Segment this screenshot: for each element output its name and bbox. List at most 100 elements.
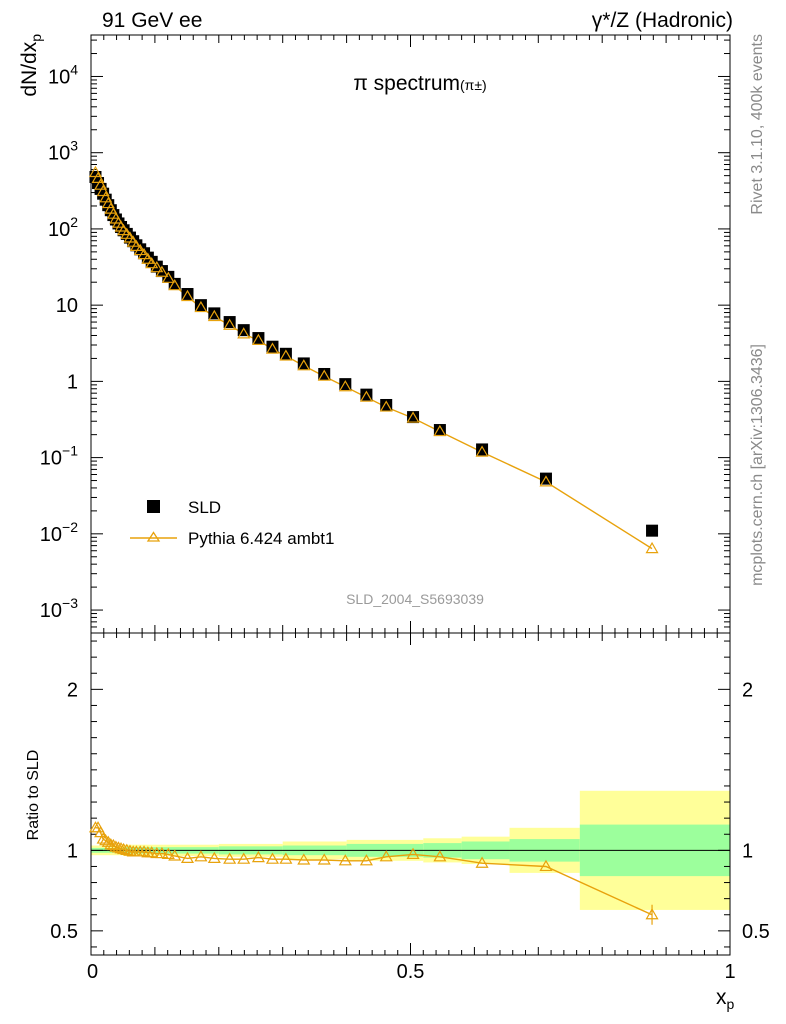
main-ytick-label: 10 <box>56 295 78 317</box>
mc-point <box>194 300 208 313</box>
main-ytick-label: 10−3 <box>40 595 78 622</box>
mc-point <box>359 390 373 402</box>
mc-point <box>161 271 175 283</box>
data-point <box>380 398 393 411</box>
ratio-mc-point <box>117 842 131 855</box>
mc-point <box>297 359 311 371</box>
data-point <box>646 524 659 537</box>
mc-point <box>94 178 108 190</box>
header-left: 91 GeV ee <box>102 9 202 32</box>
ratio-mc-point <box>379 850 393 862</box>
chart-title: π spectrum(π±) <box>353 72 486 95</box>
ratio-ytick-label-right: 2 <box>742 679 753 701</box>
ratio-mc-point <box>155 846 169 859</box>
main-ytick-label: 103 <box>48 138 78 165</box>
main-ytick-label-base: 10 <box>48 66 70 88</box>
ratio-mc-point <box>251 850 265 863</box>
ratio-xlabel-text: x <box>716 986 727 1009</box>
ratio-ytick-label: 0.5 <box>50 921 78 943</box>
main-ylabel-text: dN/dx <box>18 41 41 96</box>
ratio-ytick-label-right: 0.5 <box>742 921 770 943</box>
mc-point <box>317 369 331 381</box>
ratio-mc-point <box>194 850 208 862</box>
mc-point <box>145 256 159 269</box>
chart-title-suffix: (π±) <box>460 77 487 93</box>
ratio-xtick-label: 0 <box>87 961 98 983</box>
main-frame <box>90 34 731 634</box>
mc-line <box>94 172 653 550</box>
ratio-mc-point <box>120 843 134 855</box>
ratio-mc-point <box>338 854 352 866</box>
main-ytick-label-base: 10 <box>40 600 62 622</box>
ratio-mc-point <box>297 853 311 865</box>
legend-label-data: SLD <box>188 498 221 517</box>
ratio-ytick-label-right: 1 <box>742 840 753 862</box>
ratio-series <box>88 821 659 925</box>
ratio-mc-point <box>99 833 113 846</box>
ratio-mc-point <box>433 850 447 862</box>
main-ytick-label-base: 10 <box>40 524 62 546</box>
mc-point <box>338 380 352 392</box>
ratio-mc-point <box>223 852 237 864</box>
ratio-mc-point <box>645 908 659 920</box>
ratio-mc-point <box>114 842 128 854</box>
main-ytick-label-exp: 3 <box>70 138 78 154</box>
ratio-xlabel-sub: p <box>727 996 735 1012</box>
ratio-xtick-label: 0.5 <box>397 961 425 983</box>
mc-point <box>96 184 110 197</box>
mc-point <box>645 541 659 554</box>
ratio-axes: 0 0.5 1 0.5 0.5 1 1 2 2 <box>50 633 770 983</box>
ratio-mc-point <box>237 852 251 864</box>
legend: SLD Pythia 6.424 ambt1 <box>130 498 334 548</box>
rivet-version-label: Rivet 3.1.10, 400k events <box>749 34 766 215</box>
main-ytick-label-exp: −2 <box>62 519 78 535</box>
ratio-ytick-label: 1 <box>67 840 78 862</box>
analysis-watermark: SLD_2004_S5693039 <box>346 591 484 607</box>
main-ytick-label: 1 <box>67 371 78 393</box>
mc-point <box>251 333 265 345</box>
ratio-mc-point <box>279 852 293 864</box>
mc-point <box>433 424 447 437</box>
legend-marker-mc <box>146 531 161 542</box>
mc-point <box>155 265 169 277</box>
ratio-mc-point <box>123 844 137 856</box>
mcplots-label: mcplots.cern.ch [arXiv:1306.3436] <box>749 344 766 586</box>
ratio-mc-point <box>161 847 175 859</box>
main-ytick-label: 10−2 <box>40 519 78 546</box>
mc-point <box>223 318 237 330</box>
ratio-mc-point <box>94 825 108 838</box>
ratio-mc-point <box>137 845 151 857</box>
legend-marker-data <box>147 500 160 513</box>
mc-point <box>129 239 143 251</box>
ratio-mc-point <box>106 838 120 851</box>
ratio-mc-point <box>359 854 373 866</box>
mc-point <box>141 252 155 264</box>
ratio-mc-point <box>207 851 221 863</box>
header-right: γ*/Z (Hadronic) <box>592 9 733 32</box>
ratio-mc-point <box>265 852 280 864</box>
mc-point <box>379 400 393 412</box>
main-ytick-label: 102 <box>48 214 78 241</box>
ratio-mc-point <box>406 847 420 859</box>
mc-point <box>237 327 251 339</box>
ratio-mc-point <box>96 832 110 844</box>
ratio-ylabel: Ratio to SLD <box>25 750 42 841</box>
data-point <box>407 411 420 424</box>
ratio-ytick-label: 2 <box>67 679 78 701</box>
main-ytick-label-base: 10 <box>48 219 70 241</box>
mc-point <box>168 278 182 291</box>
ratio-mc-point <box>180 851 195 863</box>
ratio-xlabel: xp <box>716 986 735 1012</box>
main-ytick-label-base: 10 <box>40 448 62 470</box>
data-point <box>237 324 250 337</box>
main-ytick-label-exp: 2 <box>70 214 78 230</box>
main-ytick-label-exp: 4 <box>70 61 78 77</box>
ratio-mc-point <box>539 859 553 872</box>
ratio-bands <box>91 790 730 910</box>
main-ytick-label: 10−1 <box>40 443 78 470</box>
main-ytick-label-exp: −1 <box>62 443 78 459</box>
mc-point <box>91 171 105 184</box>
main-ytick-label-base: 10 <box>48 143 70 165</box>
ratio-mc-point <box>104 838 118 850</box>
